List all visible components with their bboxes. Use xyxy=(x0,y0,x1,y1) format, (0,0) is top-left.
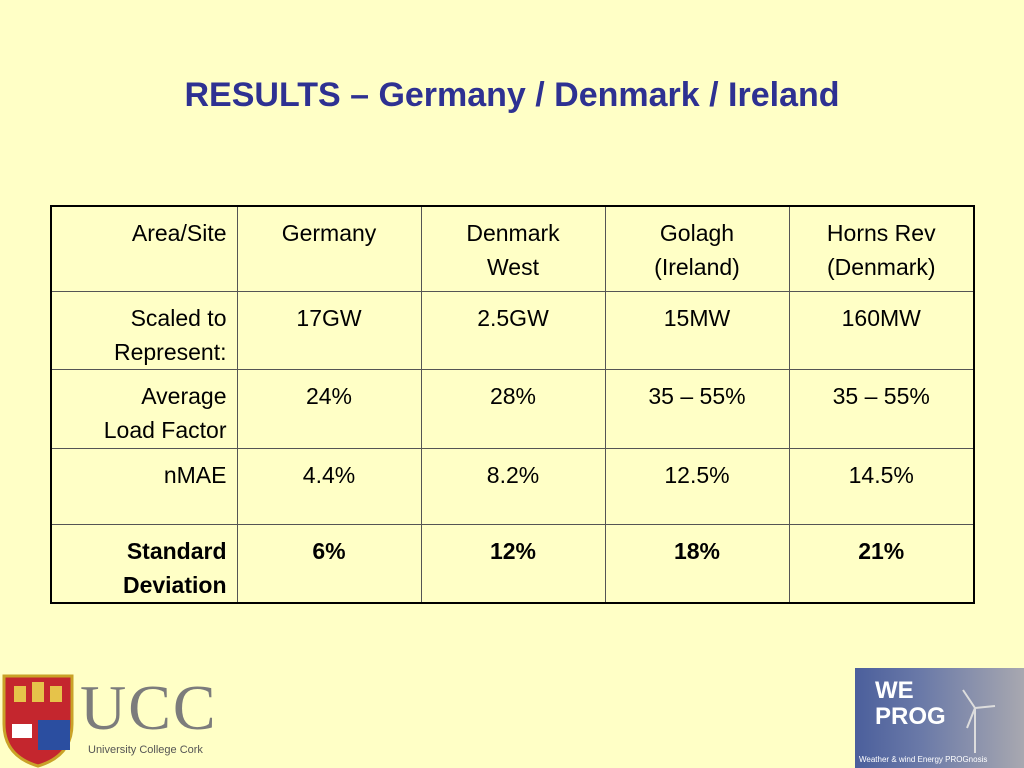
ucc-logo: UCC University College Cork xyxy=(80,676,223,766)
table-cell: Golagh (Ireland) xyxy=(604,205,790,292)
table-row: Standard Deviation 6% 12% 18% 21% xyxy=(50,523,975,603)
cell-line: West xyxy=(487,254,539,280)
table-cell: 17GW xyxy=(236,290,422,370)
table-cell: Germany xyxy=(236,205,422,292)
cell-line: Area/Site xyxy=(131,220,227,246)
weprog-subtitle: Weather & wind Energy PROGnosis xyxy=(859,755,988,764)
table-cell: nMAE xyxy=(50,447,238,525)
ucc-crest xyxy=(2,674,74,768)
cell-line: 21% xyxy=(858,537,905,564)
cell-line: 24% xyxy=(305,382,353,409)
cell-line: 14.5% xyxy=(848,461,914,488)
table-cell: 2.5GW xyxy=(420,290,606,370)
cell-line: Scaled to xyxy=(130,304,227,331)
cell-line: Golagh xyxy=(659,220,735,246)
weprog-name: WE PROG xyxy=(875,678,946,730)
cell-line: 35 – 55% xyxy=(648,382,746,409)
cell-line: 17GW xyxy=(296,304,362,331)
table-cell: 12% xyxy=(420,523,606,603)
table-cell: Horns Rev (Denmark) xyxy=(788,205,975,292)
table-row: Area/Site Germany Denmark West Golagh (Irelan… xyxy=(50,205,975,292)
weprog-logo: WE PROG Weather & wind Energy PROGnosis xyxy=(855,668,1024,768)
table-cell: 21% xyxy=(788,523,975,603)
cell-line: 160MW xyxy=(841,304,921,331)
table-cell: 14.5% xyxy=(788,447,975,525)
cell-line: Load Factor xyxy=(103,416,227,443)
table-cell: Standard Deviation xyxy=(50,523,238,603)
table-cell: 24% xyxy=(236,368,422,449)
cell-line: 2.5GW xyxy=(477,304,549,331)
cell-line: nMAE xyxy=(163,461,227,488)
cell-line: Denmark xyxy=(466,220,560,246)
cell-line: 28% xyxy=(489,382,537,409)
cell-line: 15MW xyxy=(663,304,731,331)
table-cell: 6% xyxy=(236,523,422,603)
table-cell: 8.2% xyxy=(420,447,606,525)
table-cell: 4.4% xyxy=(236,447,422,525)
table-cell: 28% xyxy=(420,368,606,449)
table-row: nMAE 4.4% 8.2% 12.5% 14.5% xyxy=(50,447,975,525)
ucc-subtitle: University College Cork xyxy=(88,744,203,756)
cell-line: 12.5% xyxy=(664,461,730,488)
turbine-icon xyxy=(962,689,996,753)
cell-line: 12% xyxy=(489,537,537,564)
table-cell: 18% xyxy=(604,523,790,603)
table-row: Average Load Factor 24% 28% 35 – 55% 35 – 55% xyxy=(50,368,975,449)
table-cell: 35 – 55% xyxy=(604,368,790,449)
cell-line: 6% xyxy=(312,537,346,564)
weprog-name-line: WE xyxy=(875,677,914,704)
results-table: Area/Site Germany Denmark West Golagh (Irelan… xyxy=(50,205,975,604)
cell-line: 8.2% xyxy=(486,461,540,488)
table-cell: Area/Site xyxy=(50,205,238,292)
table-cell: Denmark West xyxy=(420,205,606,292)
ucc-name: UCC xyxy=(80,672,218,743)
cell-line: 35 – 55% xyxy=(832,382,930,409)
slide-title: RESULTS – Germany / Denmark / Ireland xyxy=(184,76,840,114)
table-row: Scaled to Represent: 17GW 2.5GW 15MW 160MW xyxy=(50,290,975,370)
cell-line: Horns Rev xyxy=(826,220,936,246)
cell-line: Average xyxy=(141,382,227,409)
cell-line: Standard xyxy=(126,537,227,564)
cell-line: (Ireland) xyxy=(654,254,740,280)
cell-line: 18% xyxy=(673,537,721,564)
table-cell: 160MW xyxy=(788,290,975,370)
table-cell: 12.5% xyxy=(604,447,790,525)
table-cell: Scaled to Represent: xyxy=(50,290,238,370)
cell-line: Germany xyxy=(281,220,377,246)
table-cell: Average Load Factor xyxy=(50,368,238,449)
table-cell: 15MW xyxy=(604,290,790,370)
table-cell: 35 – 55% xyxy=(788,368,975,449)
cell-line: Represent: xyxy=(113,338,227,365)
weprog-name-line: PROG xyxy=(875,703,946,730)
cell-line: Deviation xyxy=(122,571,227,598)
cell-line: (Denmark) xyxy=(826,254,936,280)
cell-line: 4.4% xyxy=(302,461,356,488)
